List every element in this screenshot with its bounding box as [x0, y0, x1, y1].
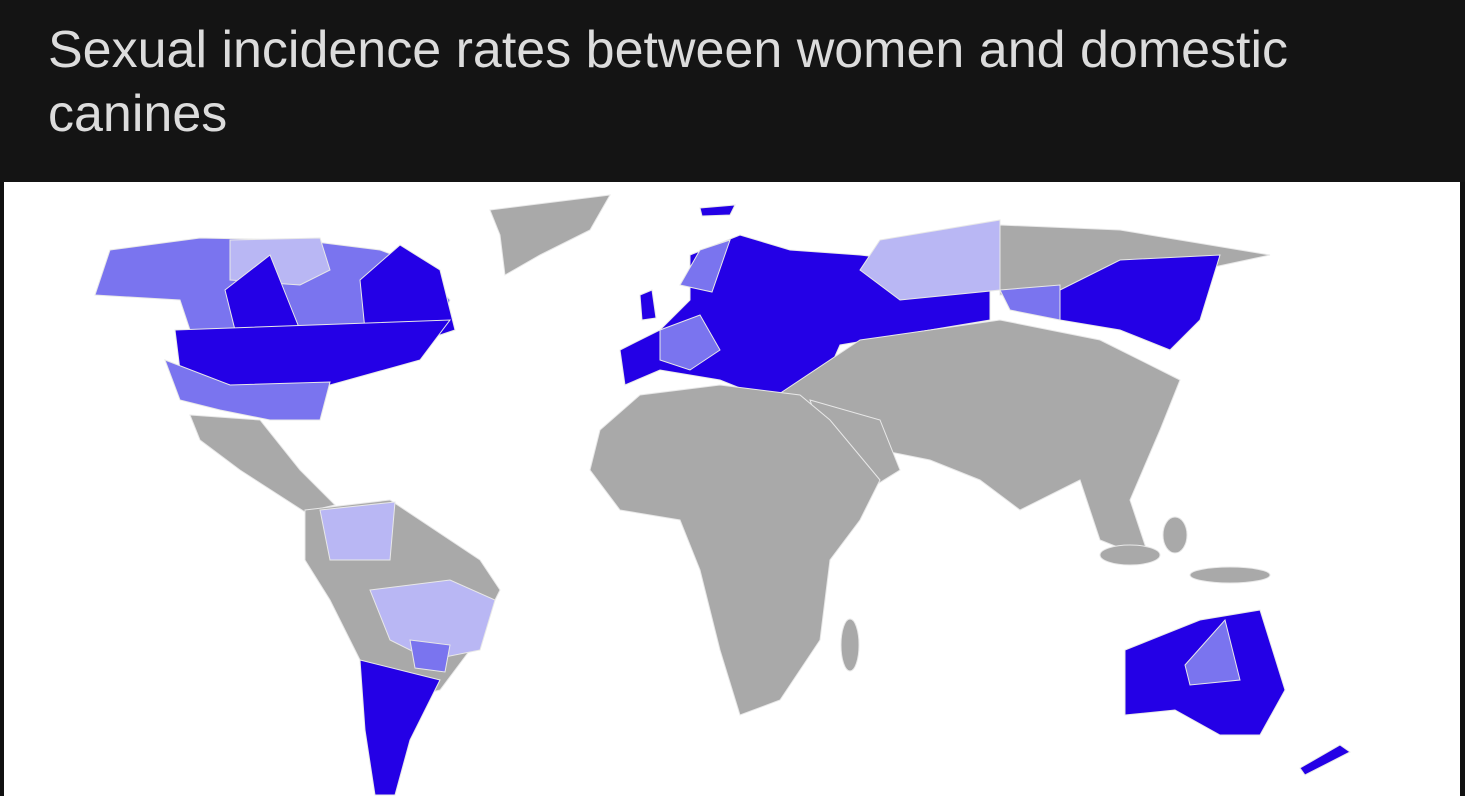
region — [1099, 544, 1161, 566]
region — [1189, 566, 1271, 584]
region — [489, 194, 611, 276]
region — [639, 289, 657, 321]
region — [319, 501, 396, 561]
region — [164, 359, 331, 421]
region — [1299, 744, 1351, 776]
title: Sexual incidence rates between women and… — [48, 21, 1289, 143]
region — [589, 384, 881, 716]
region — [1059, 254, 1221, 351]
region — [659, 314, 721, 371]
region — [840, 618, 860, 672]
region — [679, 239, 731, 293]
region — [359, 659, 441, 796]
header: Sexual incidence rates between women and… — [0, 0, 1465, 182]
world-map — [4, 182, 1460, 796]
region — [699, 204, 736, 217]
region — [409, 639, 451, 673]
region — [1162, 516, 1188, 554]
region — [1184, 618, 1241, 686]
region — [859, 219, 1001, 301]
region — [369, 579, 496, 661]
